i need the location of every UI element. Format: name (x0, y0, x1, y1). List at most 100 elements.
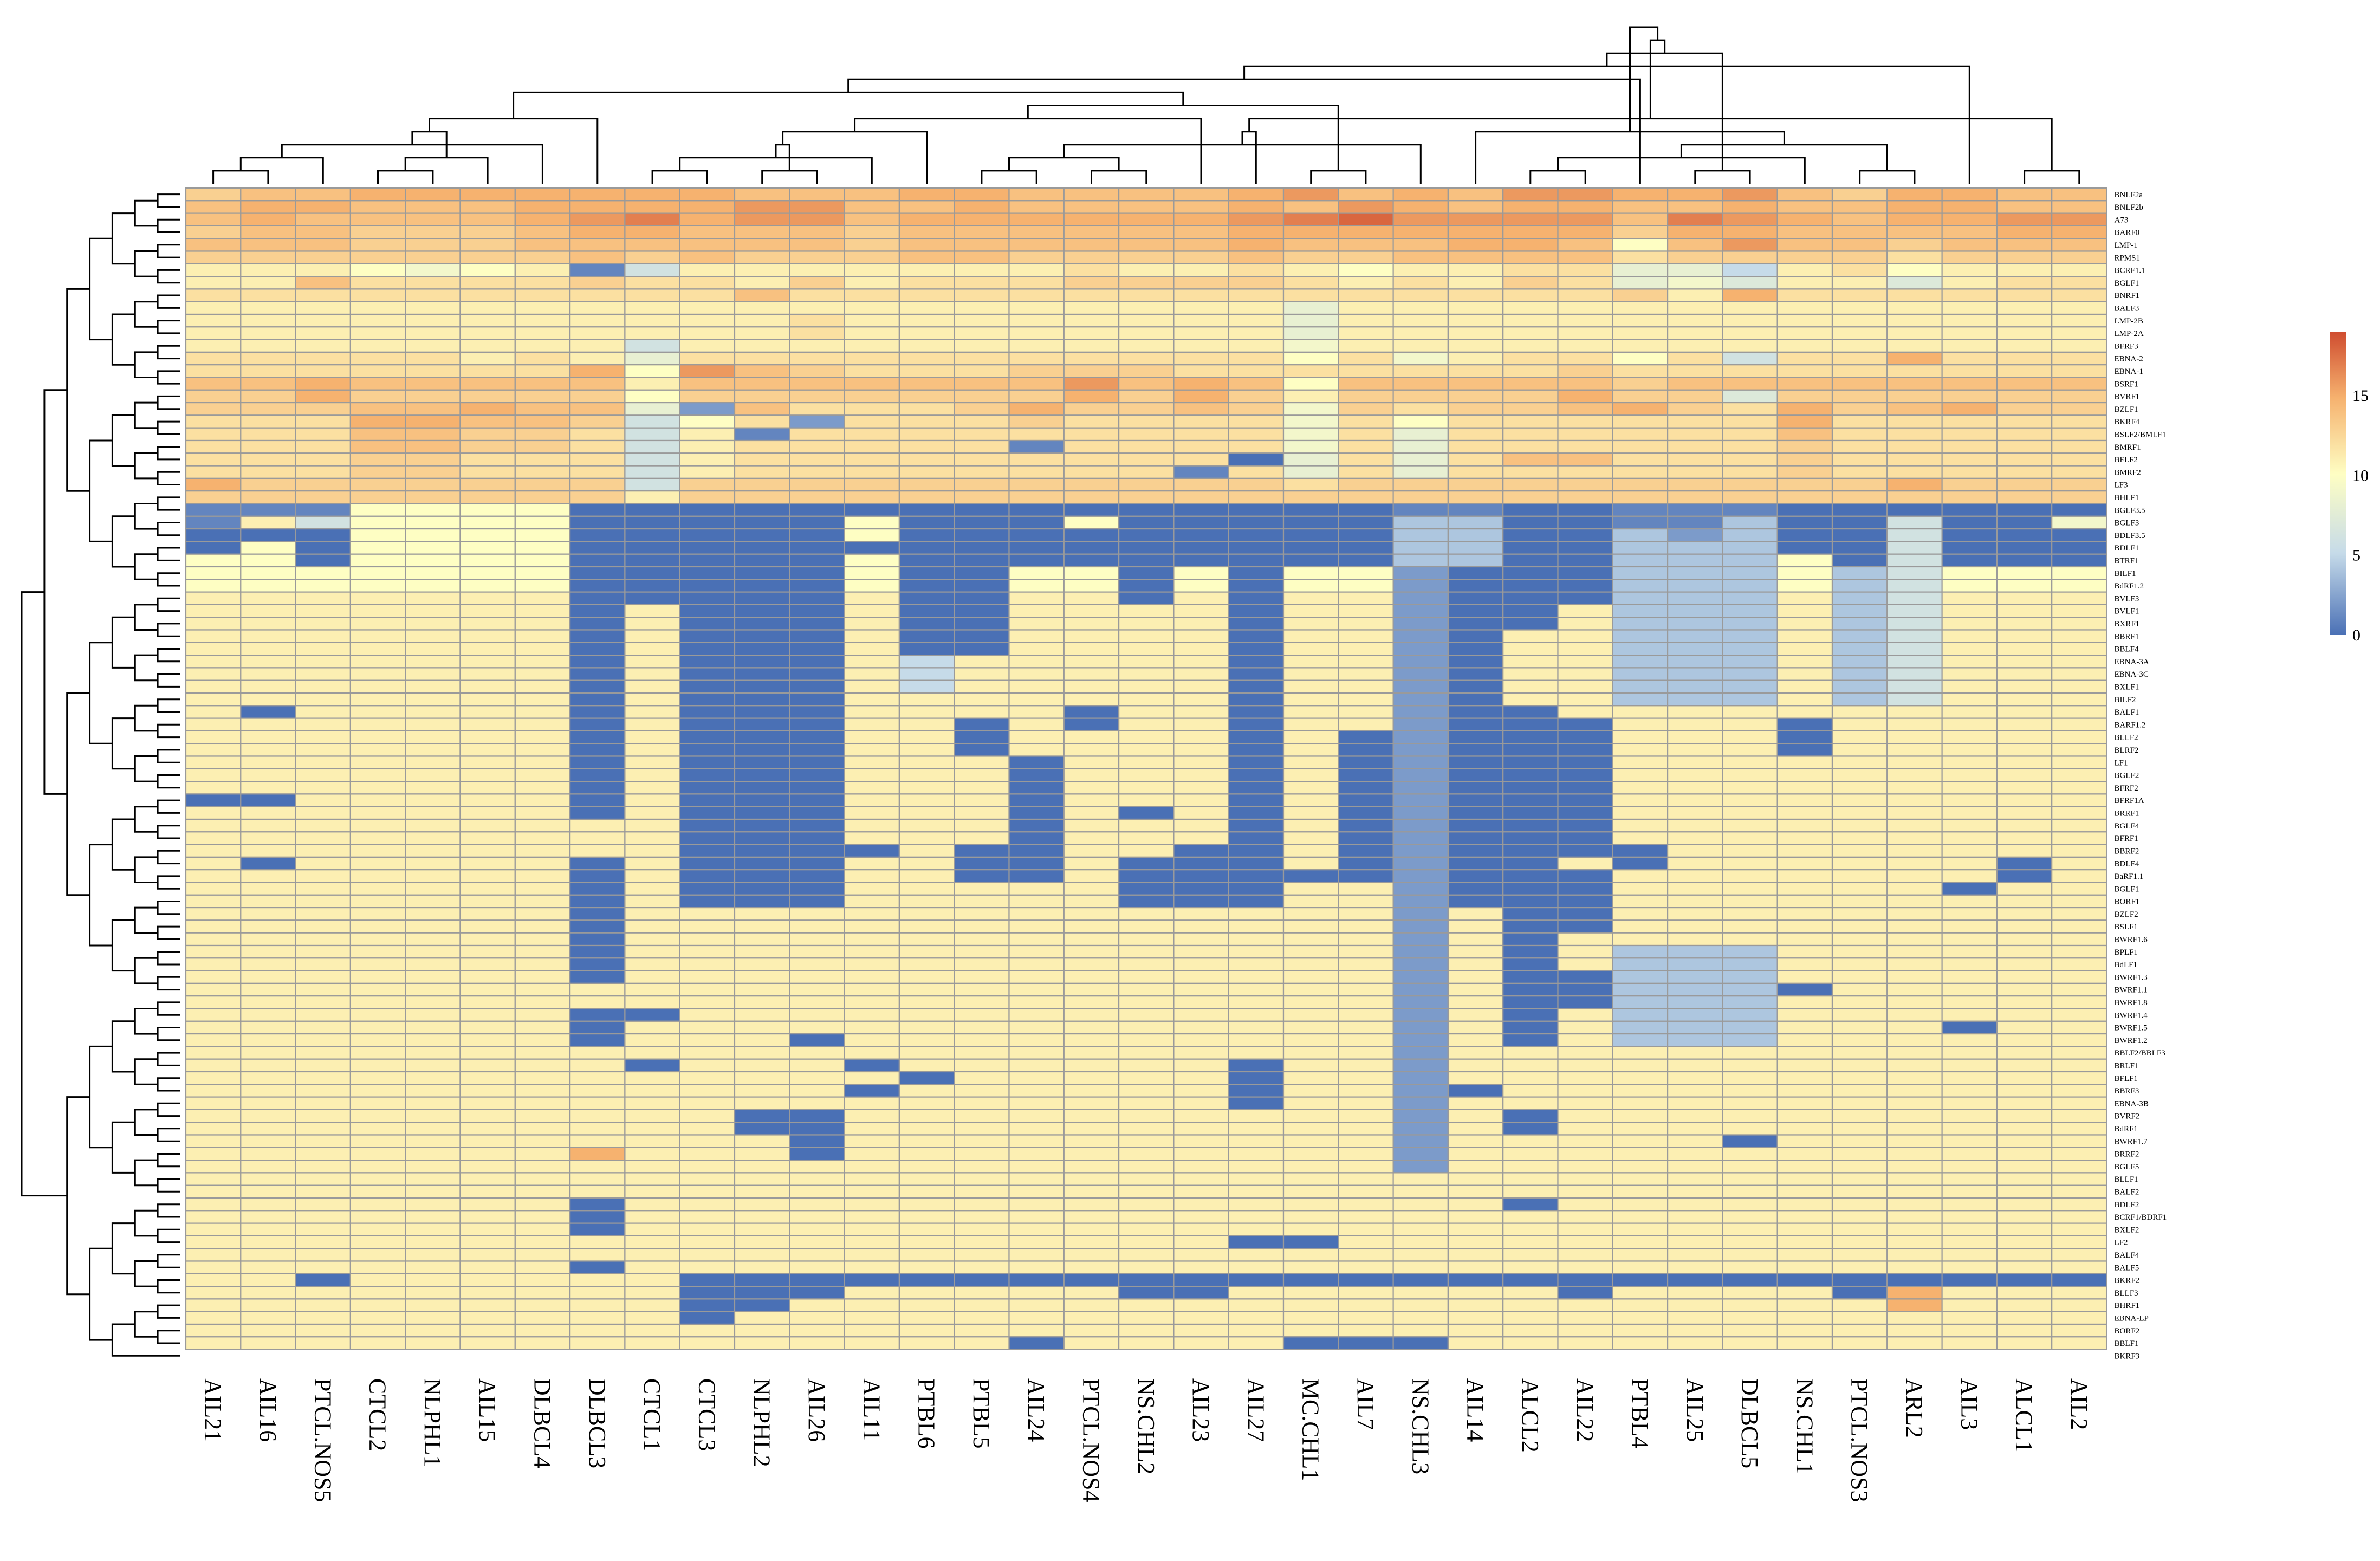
column-dendrogram-link (1241, 131, 1257, 184)
heatmap-cell (954, 995, 1010, 1009)
heatmap-cell (844, 591, 900, 605)
heatmap-cell (624, 212, 680, 227)
heatmap-cell (789, 477, 845, 492)
heatmap-cell (459, 894, 516, 909)
heatmap-cell (185, 604, 242, 618)
row-label: BLRF2 (2115, 746, 2139, 755)
heatmap-cell (1008, 439, 1065, 454)
heatmap-cell (1722, 1235, 1778, 1249)
heatmap-cell (898, 869, 955, 883)
heatmap-cell (405, 541, 461, 555)
heatmap-cell (1831, 654, 1888, 669)
heatmap-cell (734, 288, 790, 302)
heatmap-cell (295, 439, 351, 454)
column-label: ALCL2 (1517, 1378, 1544, 1453)
heatmap-cell (185, 326, 242, 340)
heatmap-cell (1118, 856, 1175, 871)
heatmap-cell (1502, 503, 1559, 517)
heatmap-cell (1008, 503, 1065, 517)
heatmap-cell (1392, 768, 1449, 782)
row-dendrogram-link (157, 698, 180, 713)
heatmap-cell (1338, 667, 1394, 681)
heatmap-cell (1282, 553, 1339, 568)
heatmap-cell (1338, 1160, 1394, 1174)
heatmap-cell (1118, 238, 1175, 252)
heatmap-cell (1831, 528, 1888, 542)
heatmap-cell (1173, 717, 1229, 731)
heatmap-cell (569, 1273, 626, 1287)
heatmap-cell (1008, 1286, 1065, 1300)
heatmap-cell (844, 1160, 900, 1174)
heatmap-cell (1173, 806, 1229, 820)
heatmap-cell (295, 351, 351, 366)
heatmap-cell (405, 1109, 461, 1123)
row-dendrogram-link (66, 692, 90, 896)
row-dendrogram-link (134, 503, 158, 530)
heatmap-cell (2051, 326, 2107, 340)
heatmap-cell (1118, 1260, 1175, 1274)
row-label: BKRF2 (2115, 1277, 2140, 1285)
heatmap-cell (1941, 1248, 1998, 1262)
heatmap-cell (1008, 604, 1065, 618)
heatmap-cell (514, 1160, 571, 1174)
heatmap-cell (1831, 730, 1888, 744)
heatmap-cell (624, 1184, 680, 1199)
heatmap-cell (1996, 629, 2053, 643)
heatmap-cell (1338, 528, 1394, 542)
heatmap-cell (514, 957, 571, 971)
heatmap-cell (1282, 982, 1339, 997)
heatmap-cell (1941, 1134, 1998, 1148)
heatmap-cell (1228, 995, 1285, 1009)
heatmap-cell (1008, 389, 1065, 404)
heatmap-cell (1447, 818, 1504, 833)
heatmap-cell (405, 970, 461, 984)
heatmap-cell (405, 780, 461, 795)
heatmap-cell (240, 1084, 296, 1098)
heatmap-cell (1941, 780, 1998, 795)
heatmap-cell (1392, 679, 1449, 694)
heatmap-cell (789, 276, 845, 290)
heatmap-cell (789, 768, 845, 782)
heatmap-cell (898, 1260, 955, 1274)
heatmap-cell (2051, 780, 2107, 795)
heatmap-cell (1557, 1298, 1613, 1312)
heatmap-cell (185, 894, 242, 909)
heatmap-cell (1447, 1147, 1504, 1161)
heatmap-cell (295, 591, 351, 605)
heatmap-cell (624, 276, 680, 290)
heatmap-cell (405, 579, 461, 593)
column-dendrogram-link (1091, 170, 1147, 184)
heatmap-cell (1557, 465, 1613, 479)
heatmap-cell (1008, 288, 1065, 302)
heatmap-cell (734, 654, 790, 669)
heatmap-cell (1063, 667, 1120, 681)
heatmap-cell (185, 629, 242, 643)
heatmap-cell (1447, 1248, 1504, 1262)
heatmap-cell (1118, 629, 1175, 643)
heatmap-cell (679, 313, 736, 328)
heatmap-cell (1338, 276, 1394, 290)
heatmap-cell (1173, 553, 1229, 568)
heatmap-cell (1612, 1184, 1669, 1199)
row-dendrogram-link (43, 389, 67, 795)
heatmap-cell (1996, 667, 2053, 681)
heatmap-cell (898, 212, 955, 227)
heatmap-cell (240, 351, 296, 366)
heatmap-cell (844, 1008, 900, 1022)
heatmap-cell (1776, 692, 1833, 707)
heatmap-cell (624, 1046, 680, 1060)
heatmap-cell (844, 856, 900, 871)
heatmap-cell (1941, 919, 1998, 934)
heatmap-cell (459, 1084, 516, 1098)
heatmap-cell (1831, 705, 1888, 719)
row-dendrogram-link (111, 1121, 135, 1174)
heatmap-cell (185, 579, 242, 593)
heatmap-cell (898, 679, 955, 694)
heatmap-cell (1502, 869, 1559, 883)
row-dendrogram-link (157, 294, 180, 309)
heatmap-cell (624, 414, 680, 429)
heatmap-cell (1118, 351, 1175, 366)
heatmap-cell (1008, 212, 1065, 227)
heatmap-cell (789, 1046, 845, 1060)
heatmap-cell (459, 1273, 516, 1287)
